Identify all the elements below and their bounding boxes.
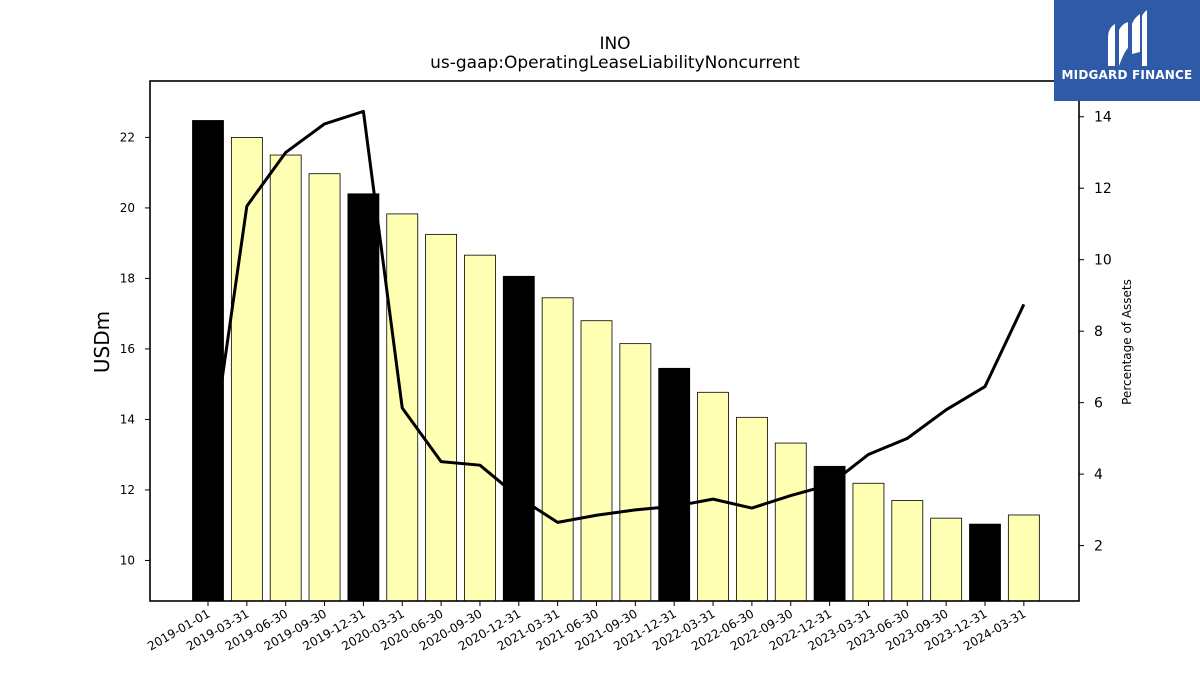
y2-tick-label: 10	[1094, 253, 1112, 269]
y2-tick-label: 12	[1094, 181, 1112, 197]
y2-tick-label: 14	[1094, 110, 1112, 126]
bar-2023-03-31	[852, 482, 885, 602]
chart-title: INO	[599, 34, 630, 54]
y-tick-label: 16	[120, 342, 135, 356]
bar-2023-09-30	[930, 517, 963, 602]
bar-2024-03-31	[1007, 514, 1040, 602]
y-tick-label: 12	[120, 483, 135, 497]
bar-2019-01-01	[192, 120, 224, 602]
bar-2021-09-30	[619, 343, 652, 602]
y2-axis-label: Percentage of Assets	[1120, 279, 1134, 405]
bar-2020-12-31	[502, 275, 535, 602]
y-tick-label: 18	[120, 271, 135, 285]
y-tick-label: 14	[120, 412, 135, 426]
bar-2019-06-30	[269, 154, 302, 602]
bar-2021-12-31	[658, 367, 691, 602]
y-axis-label: USDm	[90, 311, 114, 373]
logo-text: MIDGARD FINANCE	[1061, 68, 1193, 82]
bar-2019-09-30	[308, 173, 341, 602]
y2-tick-label: 6	[1094, 396, 1103, 412]
bar-2020-06-30	[425, 233, 458, 602]
y2-tick-label: 4	[1094, 467, 1103, 483]
plot-frame	[149, 80, 1080, 602]
bar-2020-09-30	[464, 254, 496, 602]
y-tick-label: 10	[120, 553, 135, 567]
bar-2019-12-31	[347, 193, 380, 602]
percentage-line	[206, 109, 1026, 524]
chart-subtitle: us-gaap:OperatingLeaseLiabilityNoncurren…	[430, 53, 800, 73]
y2-tick-label: 8	[1094, 324, 1103, 340]
bar-2023-12-31	[969, 523, 1001, 602]
bar-2023-06-30	[891, 500, 924, 602]
bar-2022-09-30	[774, 442, 807, 602]
logo-mark-icon	[1108, 10, 1147, 66]
bar-2021-06-30	[580, 320, 613, 602]
bar-2021-03-31	[541, 297, 574, 602]
y-tick-label: 20	[120, 201, 135, 215]
bar-2022-03-31	[697, 391, 729, 602]
y2-tick-label: 2	[1094, 539, 1103, 555]
midgard-finance-logo: MIDGARD FINANCE	[1054, 0, 1200, 101]
y-tick-label: 22	[120, 130, 135, 144]
